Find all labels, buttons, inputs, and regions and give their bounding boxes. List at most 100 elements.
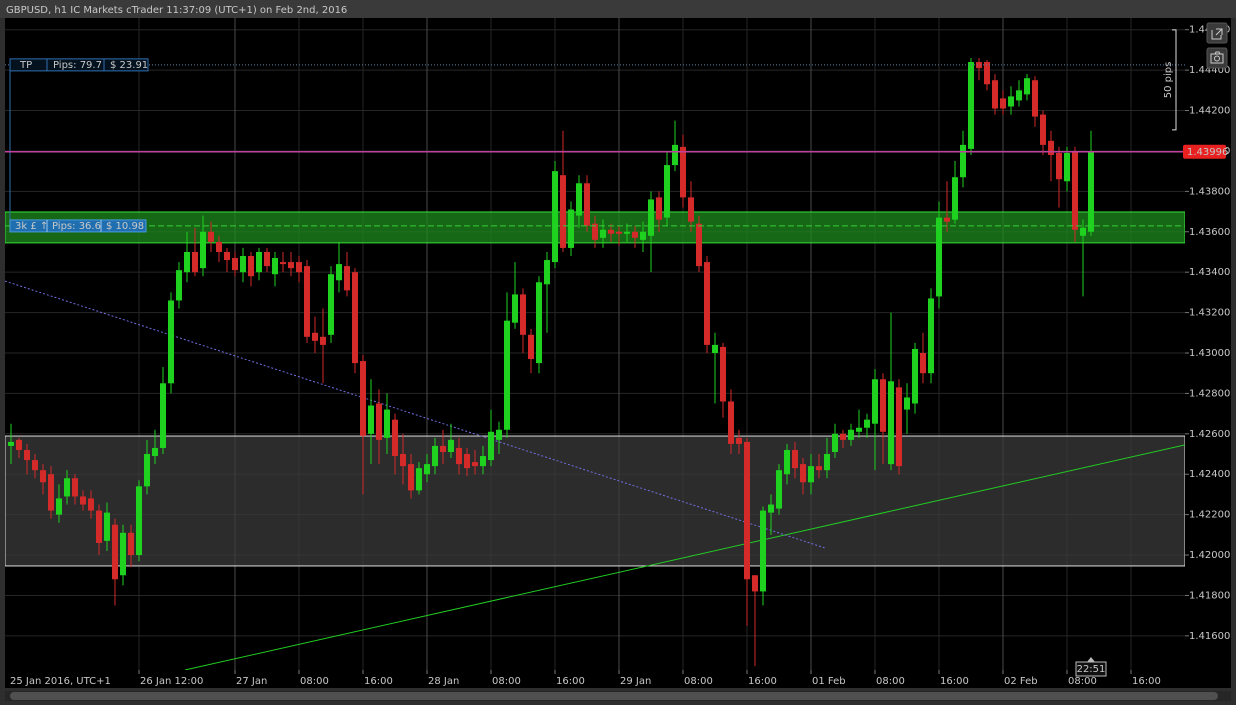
camera-icon <box>1210 51 1224 64</box>
candle-body <box>680 146 686 198</box>
candle-body <box>272 258 278 275</box>
x-tick-label: 16:00 <box>748 676 777 687</box>
candle-body <box>424 464 430 475</box>
ruler <box>1172 29 1177 131</box>
candle-body <box>688 197 694 222</box>
candle-body <box>432 445 438 467</box>
candle-body <box>88 498 94 511</box>
tp-label: Pips: 79.7 <box>53 60 102 71</box>
candle-body <box>760 510 766 592</box>
candle-body <box>304 266 310 337</box>
candle-body <box>704 262 710 345</box>
candle-body <box>552 171 558 263</box>
candle-body <box>440 445 446 452</box>
candle-body <box>912 348 918 404</box>
candle-body <box>192 251 198 273</box>
x-tick-label: 29 Jan <box>620 676 651 687</box>
candle-body <box>664 165 670 218</box>
candle-body <box>408 464 414 491</box>
countdown: 22:51 <box>1077 664 1106 675</box>
candle-body <box>1056 152 1062 180</box>
candle-body <box>824 454 830 471</box>
candle-body <box>312 332 318 341</box>
candle-body <box>1064 152 1070 182</box>
candle-body <box>472 462 478 467</box>
candle-body <box>496 429 502 440</box>
y-tick-label: 1.43800 <box>1189 186 1230 197</box>
plot-area <box>5 18 1185 670</box>
candle-body <box>776 470 782 509</box>
candle-body <box>328 274 334 335</box>
candle-body <box>784 449 790 475</box>
candle-body <box>216 241 222 252</box>
candle-body <box>144 454 150 487</box>
detach-button[interactable] <box>1206 22 1228 44</box>
candle-body <box>48 474 54 511</box>
candle-body <box>240 256 246 273</box>
candle-body <box>816 466 822 471</box>
candle-body <box>864 419 870 428</box>
camera-lens <box>1214 55 1220 62</box>
candle-body <box>728 401 734 444</box>
candle-body <box>672 144 678 166</box>
candle-body <box>1048 140 1054 155</box>
candle-body <box>184 251 190 273</box>
candle-body <box>616 231 622 234</box>
candle-body <box>112 524 118 580</box>
x-tick-label: 01 Feb <box>812 676 846 687</box>
candle-body <box>320 336 326 345</box>
x-tick-label: 08:00 <box>492 676 521 687</box>
candle-body <box>832 433 838 452</box>
title-bar <box>0 0 1236 18</box>
x-tick-label: 26 Jan 12:00 <box>140 676 203 687</box>
candle-body <box>24 449 30 461</box>
tp-label: TP <box>19 60 32 71</box>
candle-body <box>344 266 350 291</box>
candle-body <box>336 264 342 281</box>
candle-body <box>224 251 230 261</box>
candle-body <box>936 217 942 297</box>
candle-body <box>208 231 214 242</box>
candle-body <box>736 437 742 444</box>
candle-body <box>520 294 526 335</box>
candle-body <box>264 251 270 267</box>
candle-body <box>528 334 534 360</box>
chart-layer: TP Pips: 79.7 $ 23.91 3k £ ↑ Pips: 36.6 $ 10.… <box>5 18 1230 687</box>
position-label: 3k £ ↑ <box>15 221 48 232</box>
y-tick-label: 1.43200 <box>1189 308 1230 319</box>
candle-body <box>280 262 286 265</box>
candle-body <box>928 298 934 374</box>
candle-body <box>968 62 974 149</box>
candle-body <box>32 460 38 471</box>
candle-body <box>840 433 846 440</box>
candle-body <box>608 229 614 234</box>
countdown-box <box>1075 661 1107 677</box>
candle-body <box>256 251 262 273</box>
y-tick-label: 1.41600 <box>1189 631 1230 642</box>
candle-body <box>368 405 374 434</box>
screenshot-button[interactable] <box>1206 47 1228 69</box>
y-tick-label: 1.42000 <box>1189 550 1230 561</box>
candle-body <box>288 262 294 269</box>
y-tick-label: 1.42600 <box>1189 429 1230 440</box>
candle-body <box>416 468 422 491</box>
candle-body <box>72 478 78 497</box>
candle-body <box>696 223 702 267</box>
candle-body <box>40 470 46 483</box>
candle-body <box>1080 227 1086 236</box>
plot: TP Pips: 79.7 $ 23.91 3k £ ↑ Pips: 36.6 $ 10.… <box>5 18 1185 670</box>
candle-body <box>200 231 206 269</box>
candle-body <box>848 429 854 440</box>
candle-body <box>56 498 62 515</box>
candle-body <box>984 62 990 85</box>
candle-body <box>64 478 70 497</box>
candle-body <box>568 209 574 248</box>
candle-body <box>488 431 494 461</box>
candle-body <box>584 183 590 226</box>
y-tick-label: 1.44200 <box>1189 106 1230 117</box>
candle-body <box>768 504 774 513</box>
scrollbar-thumb[interactable] <box>10 692 1218 700</box>
y-tick-label: 1.42400 <box>1189 469 1230 480</box>
candle-body <box>248 256 254 277</box>
